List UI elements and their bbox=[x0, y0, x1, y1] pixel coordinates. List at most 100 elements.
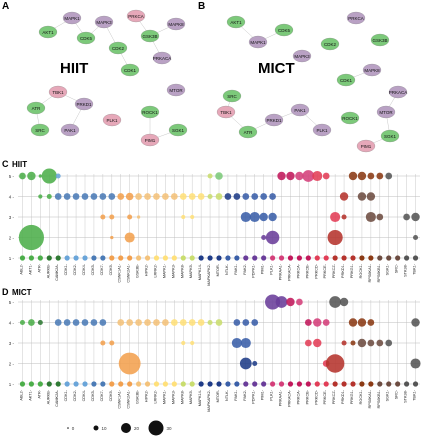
network-node-label: CDK2 bbox=[112, 46, 125, 51]
bubble-point bbox=[410, 358, 421, 369]
network-node-label: PLK1 bbox=[316, 128, 328, 133]
network-node-label: CDK1 bbox=[124, 68, 137, 73]
baseline-point bbox=[28, 381, 34, 387]
bubble-point bbox=[233, 193, 241, 200]
x-tick-label: CDK4- bbox=[82, 263, 86, 275]
network-node-mict-cdk1 bbox=[336, 73, 356, 87]
panel-letter-b: B bbox=[198, 1, 205, 12]
x-tick-label: AURKB- bbox=[46, 389, 50, 404]
x-tick-label: CSNK2A1- bbox=[127, 389, 131, 408]
x-tick-label: CSNK1A1- bbox=[118, 263, 122, 282]
size-legend-label: 10 bbox=[102, 426, 108, 431]
bubble-point bbox=[330, 211, 341, 223]
x-tick-label: MAPK3- bbox=[171, 389, 175, 404]
bubble-point bbox=[19, 172, 26, 180]
network-node-hiit-mapk3 bbox=[94, 15, 114, 29]
baseline-point bbox=[28, 255, 34, 261]
baseline-point bbox=[368, 381, 374, 387]
bubble-point bbox=[304, 339, 312, 347]
x-tick-label: PRKCA- bbox=[296, 389, 300, 404]
bubble-point bbox=[322, 172, 330, 180]
bubble-point bbox=[188, 319, 196, 326]
network-node-label: MAPK1 bbox=[250, 40, 266, 45]
bubble-point bbox=[411, 212, 420, 222]
network-node-label: PRKD1 bbox=[266, 118, 282, 123]
baseline-point bbox=[19, 381, 26, 387]
network-node-hiit-rock1 bbox=[140, 105, 160, 119]
network-node-mict-akt1 bbox=[226, 15, 246, 29]
bubble-point bbox=[18, 224, 44, 251]
x-tick-label: PAK1- bbox=[234, 389, 238, 400]
baseline-point bbox=[153, 381, 160, 387]
bubble-point bbox=[170, 193, 178, 200]
network-node-label: MAPK8 bbox=[364, 68, 380, 73]
x-tick-label: MAPK14- bbox=[198, 389, 202, 406]
x-tick-label: MAPK1- bbox=[162, 389, 166, 404]
bubble-point bbox=[385, 172, 393, 180]
network-node-label: PRKCA bbox=[348, 16, 364, 21]
network-node-label: PRKACA bbox=[389, 90, 408, 95]
bubble-point bbox=[207, 319, 213, 326]
baseline-point bbox=[395, 255, 401, 261]
network-node-hiit-mtor bbox=[166, 83, 186, 97]
x-tick-label: MAPK14- bbox=[198, 263, 202, 280]
bubble-point bbox=[81, 319, 89, 326]
x-tick-label: PRKCB- bbox=[305, 263, 309, 278]
baseline-point bbox=[278, 255, 285, 261]
bubble-point bbox=[144, 193, 151, 200]
x-tick-label: MAPK9- bbox=[189, 263, 193, 278]
network-node-mict-tbk1 bbox=[216, 105, 236, 119]
baseline-point bbox=[234, 255, 240, 261]
x-tick-label: PRKG1- bbox=[350, 263, 354, 278]
size-legend-label: 20 bbox=[134, 426, 140, 431]
x-tick-label: PAK2- bbox=[243, 263, 247, 274]
network-node-label: SGK1 bbox=[172, 128, 185, 133]
bubble-point bbox=[54, 319, 62, 326]
baseline-point bbox=[136, 255, 142, 261]
network-node-label: PRKD1 bbox=[76, 102, 92, 107]
network-node-hiit-atr bbox=[26, 101, 46, 115]
bubble-point bbox=[277, 171, 286, 181]
network-node-label: TBK1 bbox=[52, 90, 64, 95]
bubble-point bbox=[108, 193, 116, 200]
bubble-point bbox=[215, 319, 223, 326]
x-tick-label: HIPK2- bbox=[145, 263, 149, 276]
network-node-label: CDK2 bbox=[324, 42, 337, 47]
baseline-point bbox=[377, 381, 383, 387]
bubble-point bbox=[54, 193, 62, 200]
network-node-label: ATR bbox=[244, 130, 253, 135]
baseline-point bbox=[332, 255, 338, 261]
network-node-mict-atr bbox=[238, 125, 258, 139]
bubble-point bbox=[327, 229, 343, 246]
baseline-point bbox=[207, 255, 213, 261]
bubble-point bbox=[197, 319, 205, 326]
bubble-point bbox=[233, 319, 241, 326]
x-tick-label: CDK1- bbox=[64, 389, 68, 401]
x-tick-label: RPS6KA1- bbox=[368, 263, 372, 282]
network-node-hiit-mapk1 bbox=[62, 11, 82, 25]
bubble-point bbox=[37, 319, 43, 326]
network-panel-hiit: AKT1 MAPK1 CDK5 MAPK3 CDK2 PRKCA GSK3B MAPK8 PRK… bbox=[26, 9, 188, 147]
bubble-point bbox=[265, 294, 281, 310]
baseline-point bbox=[296, 255, 302, 261]
x-tick-label: CDK5- bbox=[91, 263, 95, 275]
bubble-point bbox=[239, 357, 252, 370]
x-tick-label: PAK1- bbox=[234, 263, 238, 274]
network-node-label: SRC bbox=[35, 128, 45, 133]
baseline-point bbox=[386, 381, 392, 387]
bubble-point bbox=[251, 319, 259, 326]
bubble-point bbox=[286, 171, 295, 181]
network-node-hiit-src bbox=[30, 123, 50, 137]
bubble-point bbox=[376, 172, 384, 180]
x-tick-label: RPS6KA1- bbox=[368, 389, 372, 408]
x-tick-label: STK38- bbox=[404, 389, 408, 403]
bubble-point bbox=[181, 214, 186, 220]
bubble-point bbox=[197, 193, 205, 200]
x-tick-label: TBK1- bbox=[413, 263, 417, 274]
baseline-point bbox=[323, 381, 329, 387]
network-node-mict-prkd1 bbox=[264, 113, 284, 127]
x-tick-label: PRKD1- bbox=[341, 263, 345, 278]
bubble-point bbox=[100, 214, 106, 220]
bubble-point bbox=[357, 171, 367, 181]
x-tick-label: MAPK8- bbox=[180, 263, 184, 278]
